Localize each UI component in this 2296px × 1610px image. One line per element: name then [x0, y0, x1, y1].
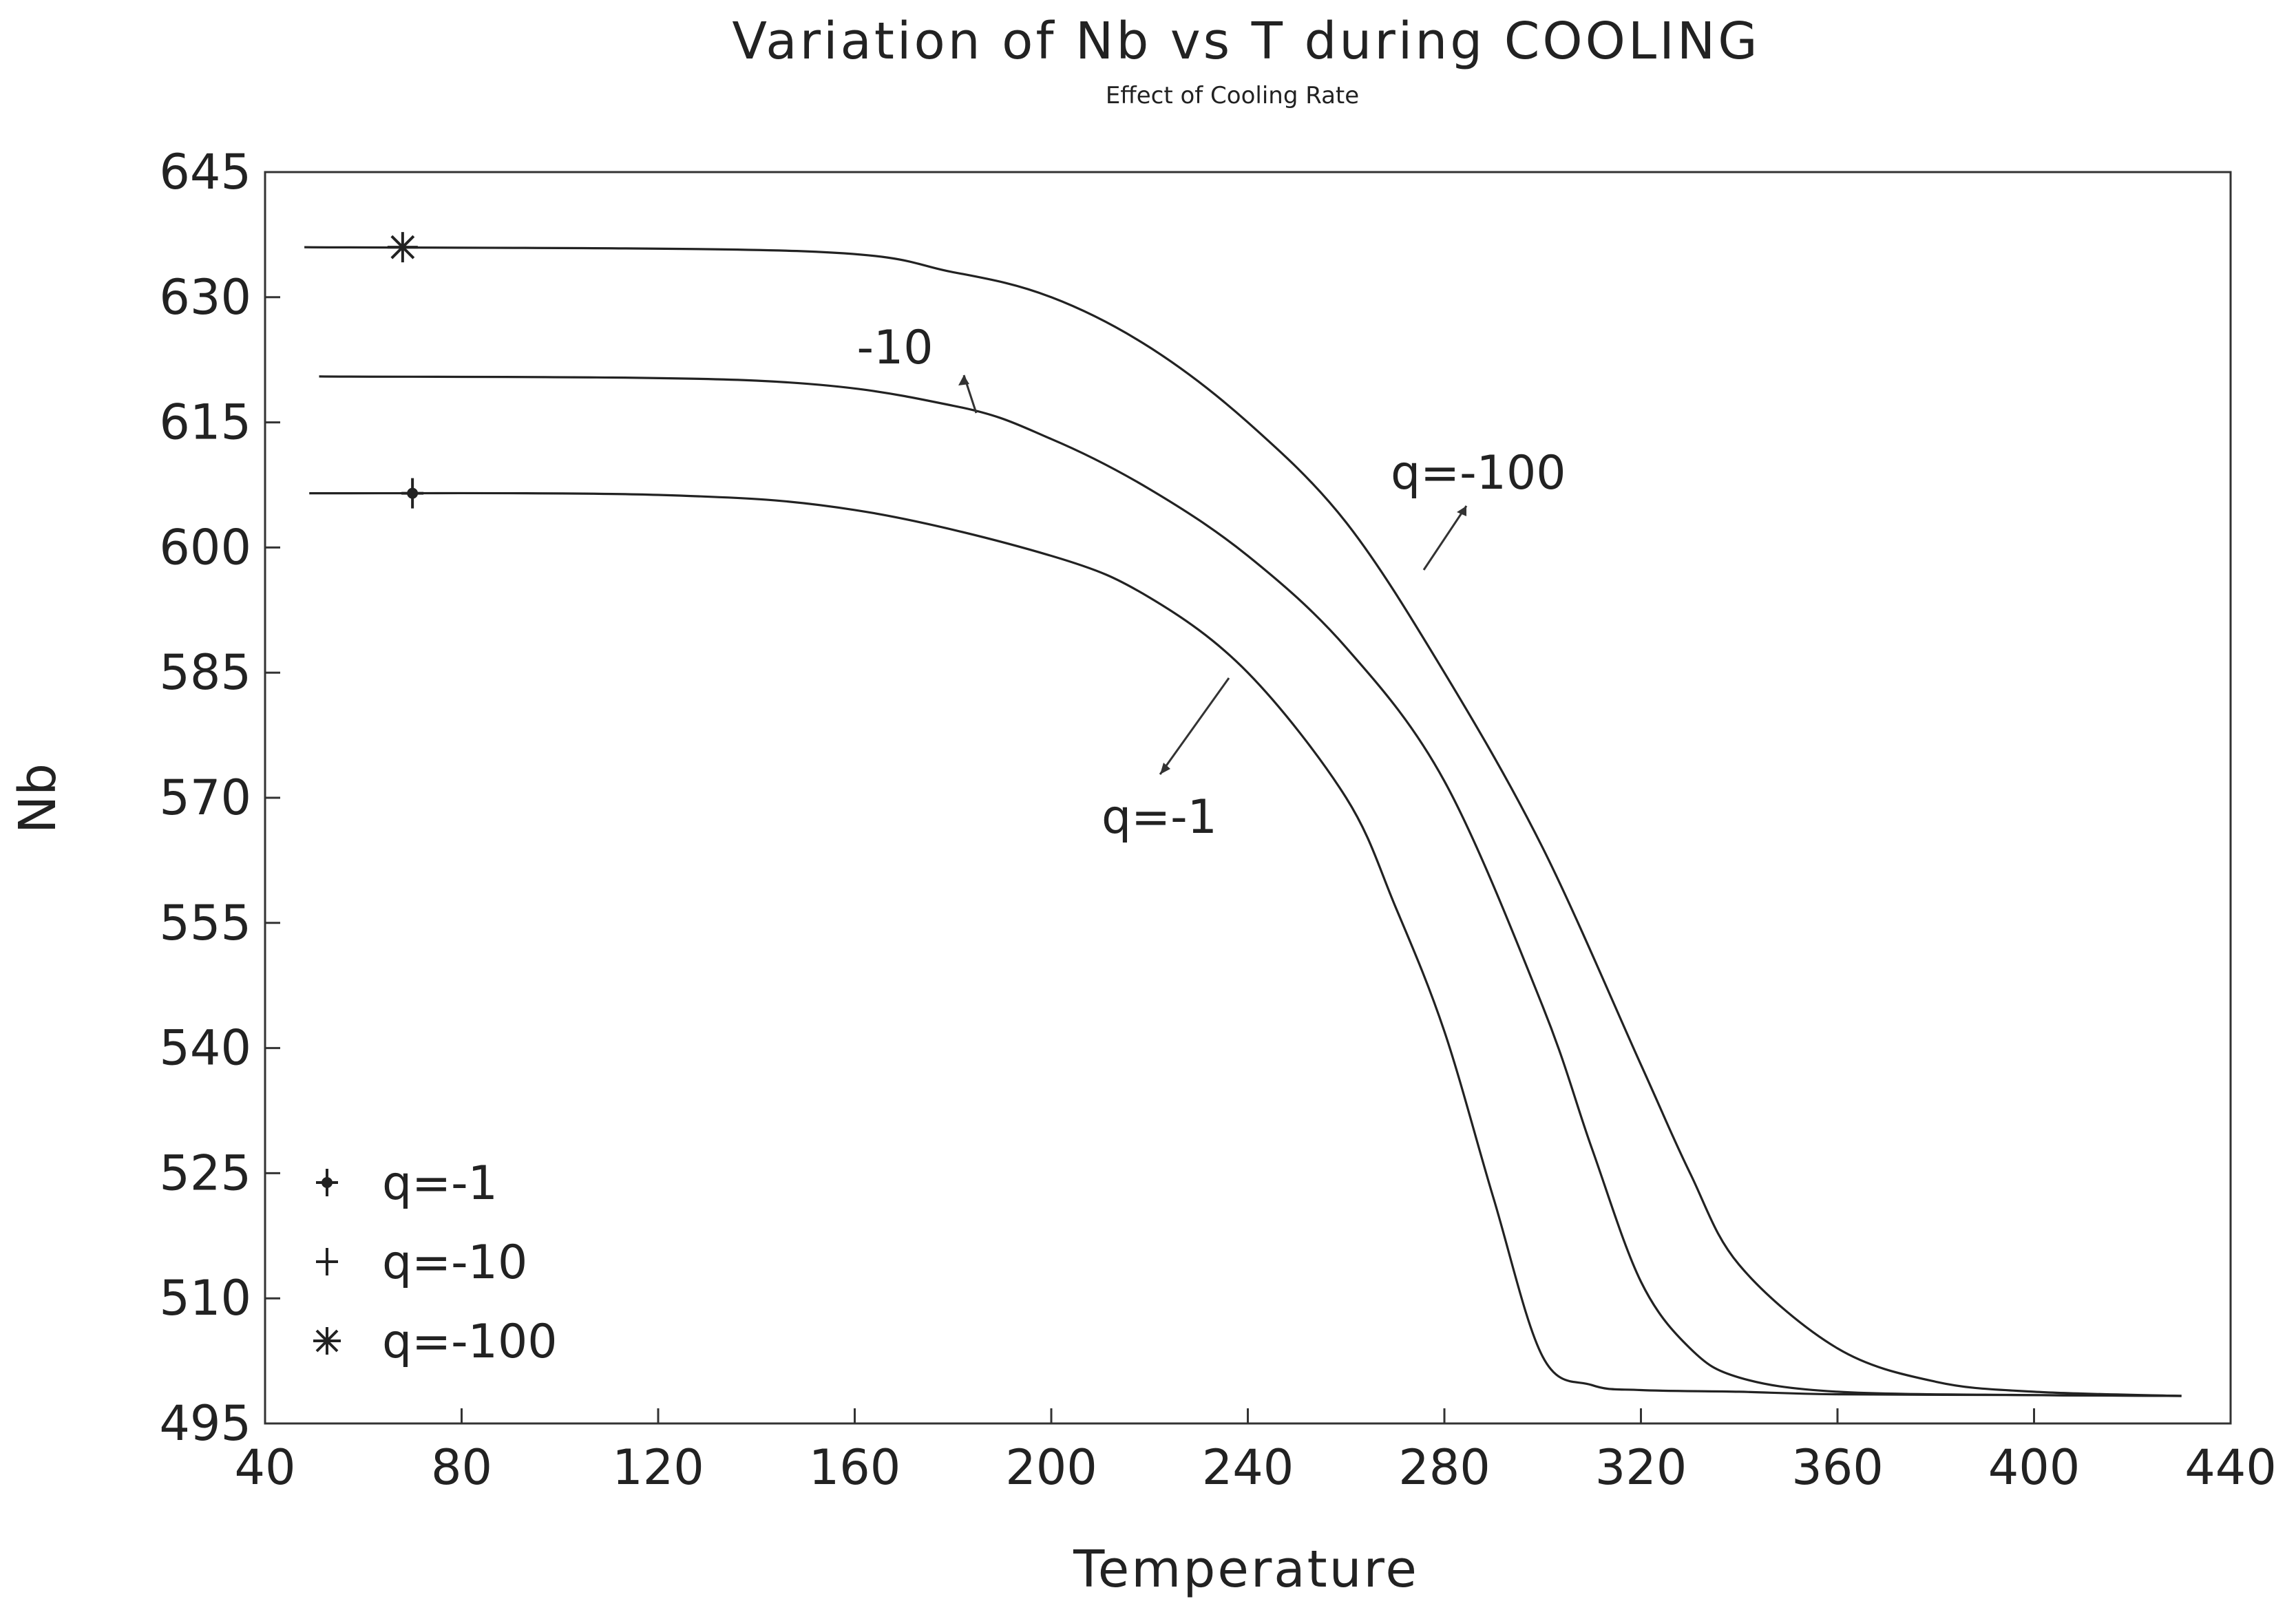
annotation-q10-label: -10	[856, 321, 933, 375]
y-tick-label: 525	[159, 1145, 251, 1201]
x-tick-label: 40	[234, 1439, 295, 1496]
x-tick-label: 360	[1791, 1439, 1884, 1496]
legend: q=-1 q=-10 q=-100	[313, 1156, 557, 1369]
annotation-q100: q=-100	[1391, 446, 1566, 571]
chart-subtitle: Effect of Cooling Rate	[1106, 82, 1359, 109]
y-tick-label: 495	[159, 1395, 251, 1452]
y-tick-label: 615	[159, 394, 251, 451]
y-tick-label: 645	[159, 144, 251, 200]
legend-item-q10: q=-10	[316, 1236, 527, 1290]
legend-marker-plus	[316, 1248, 338, 1275]
x-tick-label: 120	[612, 1439, 704, 1496]
plot-frame	[264, 171, 2232, 1425]
legend-marker-filled-cross	[316, 1169, 338, 1196]
legend-label-q10: q=-10	[382, 1236, 527, 1290]
x-tick-label: 200	[1005, 1439, 1097, 1496]
legend-item-q1: q=-1	[316, 1156, 498, 1211]
y-tick-label: 630	[159, 269, 251, 326]
legend-label-q100: q=-100	[382, 1315, 557, 1369]
legend-label-q1: q=-1	[382, 1156, 498, 1211]
series-q1-marker	[401, 478, 424, 509]
y-tick-label: 510	[159, 1270, 251, 1326]
x-tick-label: 440	[2184, 1439, 2277, 1496]
annotation-q1-label: q=-1	[1102, 790, 1217, 845]
x-tick-label: 240	[1202, 1439, 1294, 1496]
annotation-q100-label: q=-100	[1391, 446, 1566, 500]
y-tick-label: 555	[159, 895, 251, 951]
series-q1-line	[309, 491, 2182, 1397]
x-tick-label: 400	[1988, 1439, 2081, 1496]
x-tick-label: 160	[809, 1439, 901, 1496]
x-axis-title: Temperature	[1073, 1540, 1419, 1599]
legend-marker-asterisk	[313, 1327, 341, 1355]
x-tick-label: 320	[1595, 1439, 1687, 1496]
annotation-q1: q=-1	[1102, 677, 1230, 845]
series-q100-marker	[387, 232, 418, 263]
y-tick-label: 570	[159, 770, 251, 826]
y-tick-label: 600	[159, 519, 251, 575]
series-q100-line	[304, 246, 2182, 1397]
y-tick-label: 540	[159, 1020, 251, 1077]
y-axis-title: Nb	[8, 763, 67, 834]
x-tick-label: 280	[1398, 1439, 1491, 1496]
annotation-q10: -10	[856, 321, 978, 414]
y-tick-label: 585	[159, 644, 251, 701]
series-q10-line	[319, 375, 2182, 1397]
chart-title: Variation of Nb vs T during COOLING	[732, 12, 1760, 71]
legend-item-q100: q=-100	[313, 1315, 557, 1369]
x-tick-label: 80	[431, 1439, 492, 1496]
